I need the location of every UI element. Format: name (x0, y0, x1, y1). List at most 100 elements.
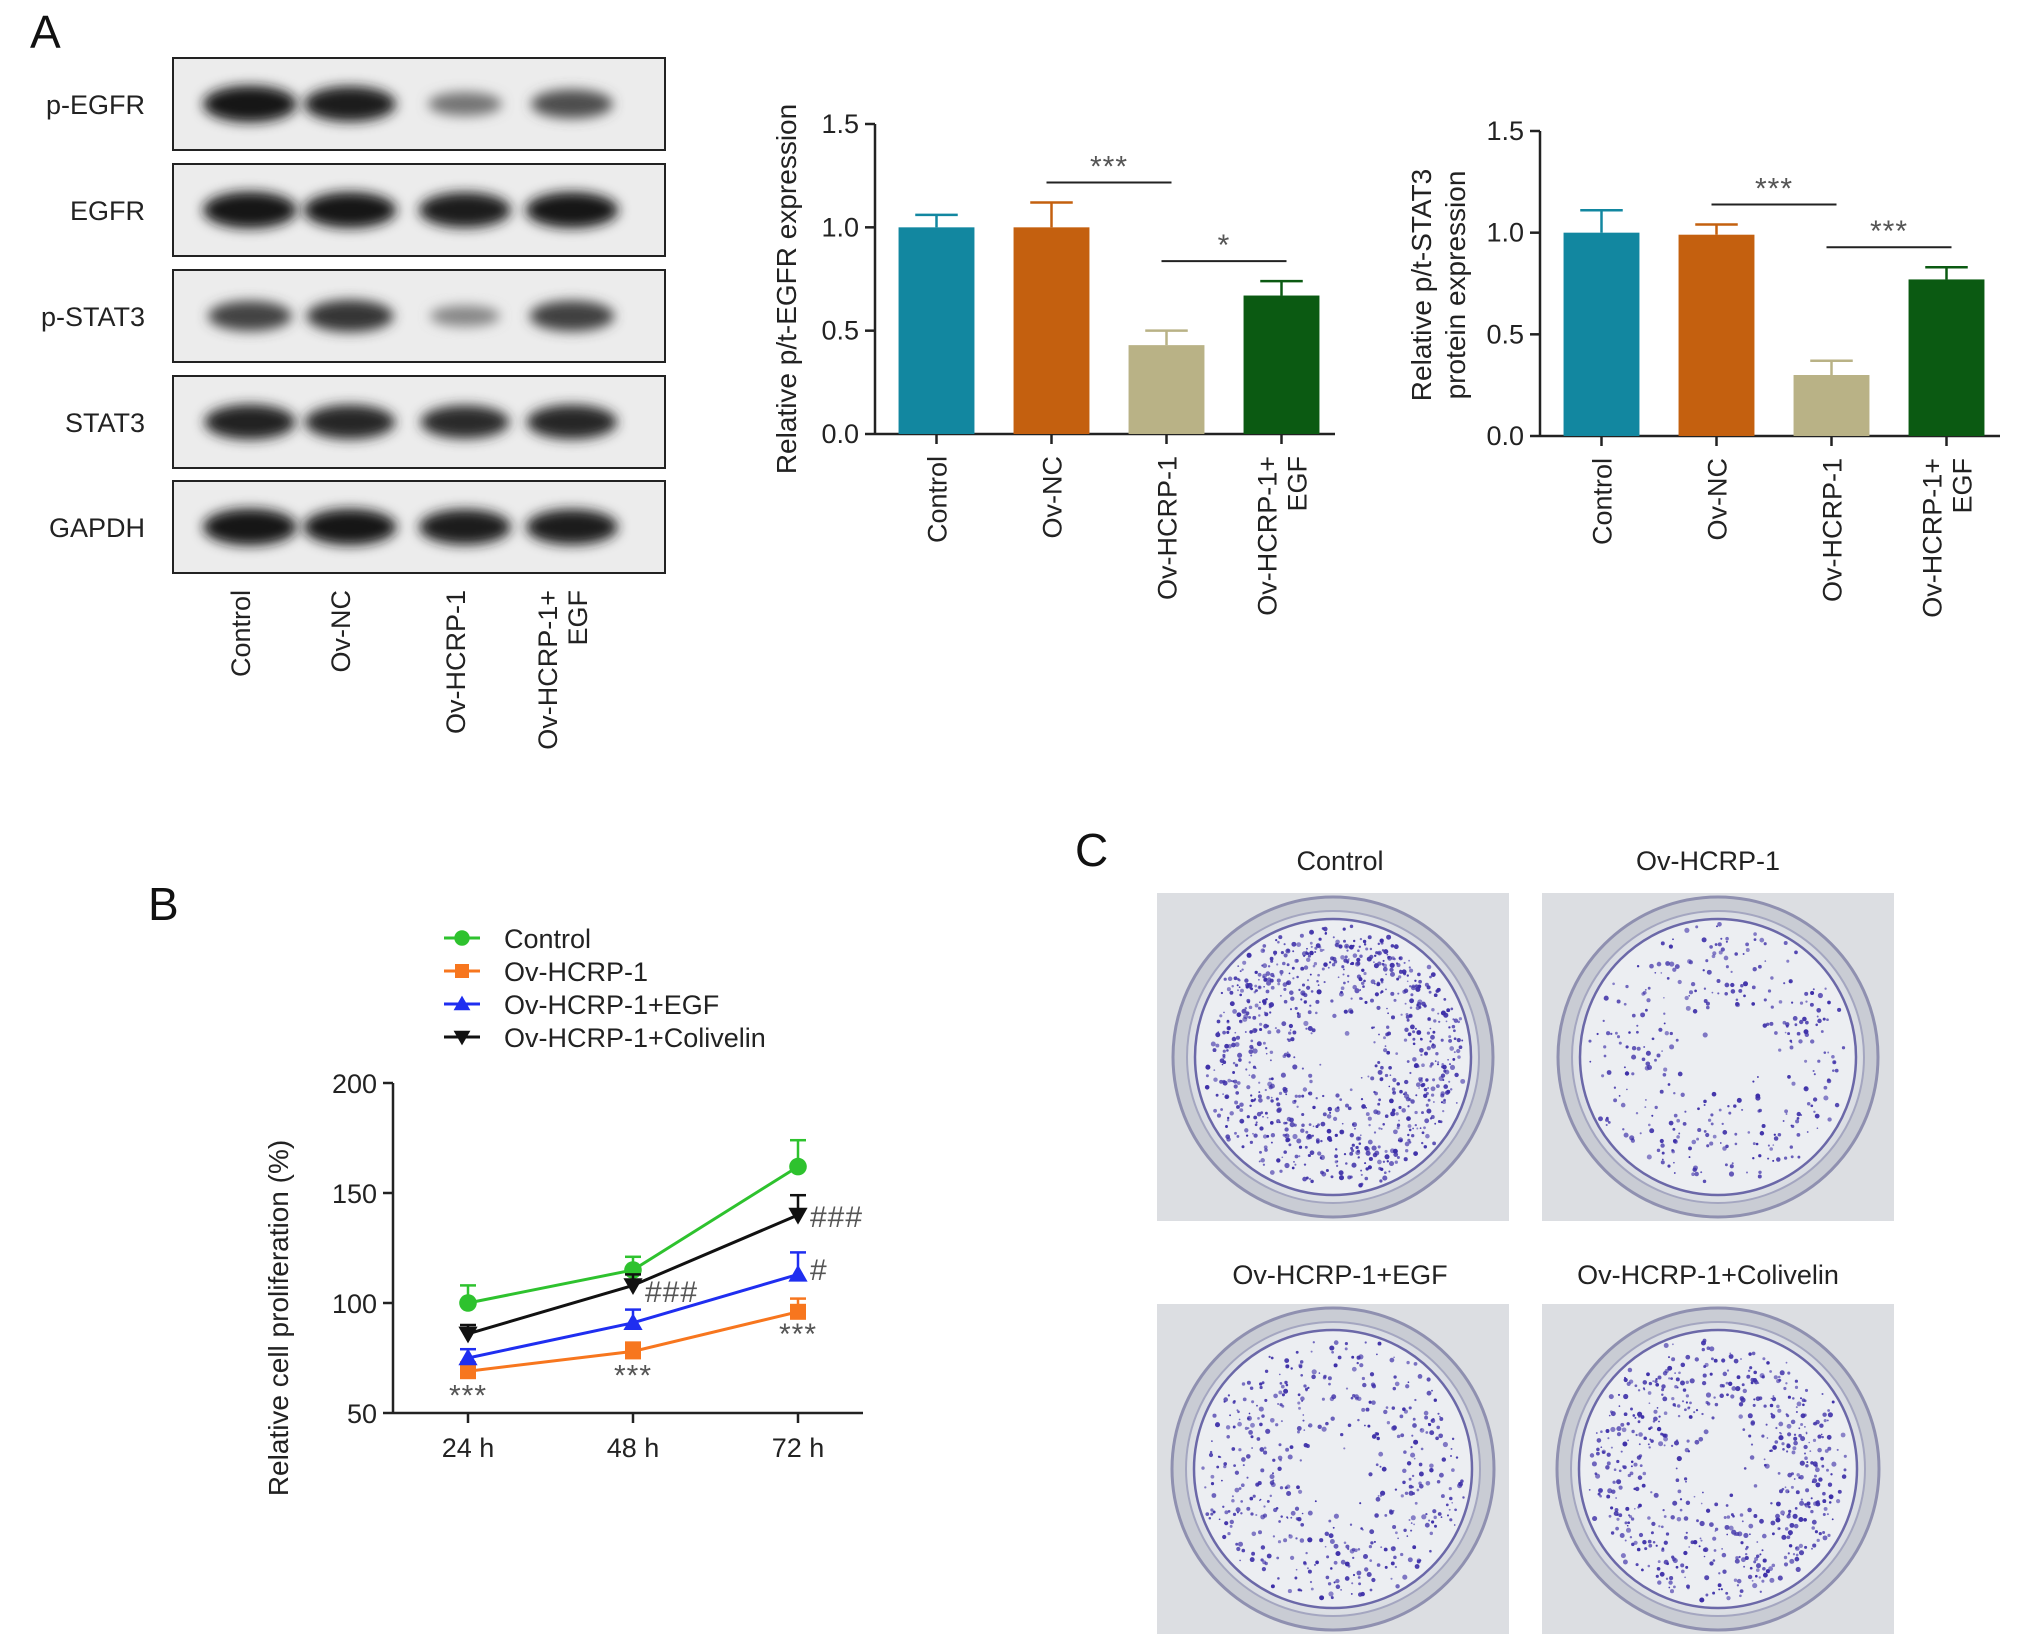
colony-dot (1385, 973, 1387, 976)
colony-dot (1394, 1565, 1398, 1569)
colony-dot (1453, 1029, 1456, 1033)
colony-dot (1365, 1106, 1368, 1109)
blot-band (420, 405, 510, 439)
y-tick-label: 1.0 (821, 212, 859, 242)
colony-dot (1683, 1477, 1688, 1481)
colony-dot (1620, 1450, 1623, 1453)
colony-dot (1790, 1155, 1794, 1159)
colony-dot (1783, 982, 1786, 985)
colony-dot (1745, 948, 1750, 952)
colony-dot (1818, 1477, 1823, 1482)
colony-dot (1665, 1532, 1670, 1536)
colony-dot (1589, 1453, 1595, 1458)
colony-dot (1276, 978, 1281, 983)
colony-dot (1210, 1512, 1214, 1516)
colony-dot (1377, 1102, 1381, 1106)
colony-dot (1292, 977, 1295, 980)
colony-dot (1284, 1127, 1289, 1132)
colony-dot (1753, 1560, 1757, 1564)
colony-dot (1603, 995, 1609, 1001)
colony-dot (1750, 1381, 1754, 1385)
colony-dot (1596, 1032, 1599, 1036)
colony-dot (1607, 1437, 1610, 1440)
y-tick-label: 1.5 (1486, 116, 1524, 146)
colony-dot (1443, 1084, 1449, 1089)
colony-dot (1608, 1394, 1614, 1400)
colony-dot (1283, 1150, 1287, 1154)
blot-lane-label-group: Ov-HCRP-1 (441, 590, 471, 734)
colony-dot (1263, 1011, 1266, 1014)
colony-dot (1321, 1426, 1327, 1432)
colony-dot (1703, 999, 1708, 1003)
colony-dot (1650, 1531, 1654, 1535)
colony-dot (1658, 1441, 1664, 1447)
colony-dot (1418, 1471, 1424, 1477)
colony-dot (1357, 1418, 1360, 1422)
colony-dot (1385, 1032, 1390, 1037)
colony-dot (1830, 1473, 1833, 1476)
colony-dot (1714, 943, 1718, 946)
blot-band (306, 299, 394, 333)
colony-dot (1642, 1540, 1647, 1545)
colony-dot (1270, 1356, 1274, 1360)
x-tick-label: Ov-HCRP-1 (1153, 456, 1183, 600)
colony-dot (1777, 1408, 1782, 1413)
colony-dot (1234, 1031, 1237, 1034)
colony-dot (1233, 976, 1238, 981)
colony-dot (1262, 944, 1267, 948)
colony-dot (1778, 1048, 1782, 1052)
colony-dot (1288, 1534, 1291, 1537)
colony-dot (1286, 1051, 1289, 1054)
colony-dot (1237, 965, 1240, 967)
colony-dot (1408, 1477, 1412, 1481)
colony-dot (1237, 989, 1239, 992)
colony-dot (1803, 1086, 1809, 1092)
colony-dot (1263, 1446, 1267, 1450)
colony-dot (1343, 939, 1346, 943)
colony-dot (1214, 1422, 1221, 1428)
colony-dot (1338, 1170, 1344, 1176)
colony-dot (1416, 1127, 1419, 1130)
colony-dot (1292, 1064, 1298, 1070)
bar-ov-nc (1013, 227, 1090, 434)
colony-dot (1215, 1093, 1219, 1097)
colony-dot (1711, 1416, 1715, 1420)
colony-dot (1416, 1001, 1422, 1007)
colony-dot (1757, 1382, 1760, 1384)
colony-dot (1610, 1531, 1615, 1535)
colony-dot (1841, 1046, 1846, 1050)
colony-dot (1743, 994, 1746, 998)
colony-dot (1683, 1516, 1689, 1521)
colony-dot (1397, 1537, 1399, 1540)
colony-dot (1703, 1130, 1707, 1133)
colony-dot (1397, 992, 1400, 995)
colony-dot (1305, 1444, 1310, 1448)
colony-dot (1767, 1144, 1770, 1147)
colony-dot (1598, 1488, 1603, 1493)
colony-dot (1777, 1527, 1781, 1531)
colony-dot (1436, 1084, 1440, 1088)
colony-dot (1301, 1094, 1305, 1098)
colony-dot (1798, 1427, 1801, 1430)
blot-band (203, 508, 297, 546)
colony-dot (1695, 925, 1699, 929)
colony-dot (1613, 1098, 1618, 1103)
colony-dot (1236, 1012, 1242, 1018)
colony-dot (1709, 945, 1713, 949)
y-tick-label: 200 (332, 1069, 377, 1099)
colony-dot (1326, 1555, 1330, 1559)
colony-dot (1402, 1480, 1406, 1485)
colony-dot (1361, 1376, 1366, 1381)
colony-dot (1742, 953, 1745, 955)
colony-dot (1641, 1568, 1644, 1571)
colony-dot (1302, 1414, 1305, 1416)
colony-dot (1384, 1154, 1390, 1160)
colony-dot (1275, 1423, 1279, 1427)
colony-dot (1629, 1535, 1633, 1539)
colony-dot (1646, 1154, 1652, 1160)
colony-dot (1213, 1077, 1218, 1082)
colony-dot (1449, 1496, 1453, 1501)
colony-dot (1701, 1340, 1706, 1346)
colony-dot (1363, 943, 1367, 946)
colony-dot (1666, 977, 1670, 980)
